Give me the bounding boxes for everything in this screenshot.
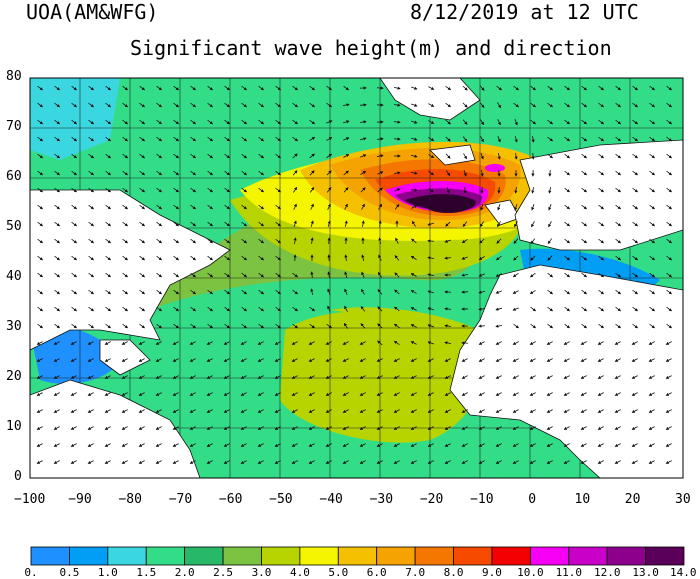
colorbar-swatch: [31, 547, 69, 565]
lat-tick-label: 60: [6, 169, 22, 184]
lon-tick-label: −90: [68, 492, 91, 507]
colorbar-label: 0.5: [60, 566, 80, 579]
colorbar-swatch: [69, 547, 107, 565]
lon-tick-label: −10: [470, 492, 493, 507]
lon-tick-label: −70: [169, 492, 192, 507]
colorbar-label: 12.0: [594, 566, 621, 579]
lon-tick-label: 20: [625, 492, 641, 507]
storm-core: [424, 195, 472, 213]
colorbar-swatch: [492, 547, 530, 565]
colorbar-swatch: [569, 547, 607, 565]
lon-tick-label: −60: [219, 492, 242, 507]
colorbar-label: 2.0: [175, 566, 195, 579]
wave-field: [30, 78, 683, 478]
colorbar-label: 4.0: [290, 566, 310, 579]
colorbar-swatch: [261, 547, 299, 565]
colorbar-label: 14.0: [670, 566, 697, 579]
colorbar-swatch: [223, 547, 261, 565]
colorbar-swatch: [108, 547, 146, 565]
lat-tick-label: 20: [6, 369, 22, 384]
colorbar-swatch: [146, 547, 184, 565]
colorbar-swatch: [530, 547, 568, 565]
colorbar-label: 3.0: [252, 566, 272, 579]
lat-tick-label: 30: [6, 319, 22, 334]
colorbar-swatch: [415, 547, 453, 565]
lon-tick-label: 0: [528, 492, 536, 507]
lon-tick-label: −30: [370, 492, 393, 507]
europe: [515, 140, 683, 250]
colorbar-label: 5.0: [328, 566, 348, 579]
colorbar-swatch: [454, 547, 492, 565]
colorbar-label: 10.0: [517, 566, 544, 579]
colorbar-label: 2.5: [213, 566, 233, 579]
colorbar-label: 11.0: [556, 566, 583, 579]
lon-tick-label: −100: [14, 492, 45, 507]
secondary-max: [485, 164, 505, 172]
lat-tick-label: 0: [14, 469, 22, 484]
colorbar-swatch: [338, 547, 376, 565]
colorbar-label: 7.0: [405, 566, 425, 579]
colorbar-swatch: [185, 547, 223, 565]
colorbar: [31, 547, 684, 565]
colorbar-label: 1.5: [136, 566, 156, 579]
colorbar-swatch: [377, 547, 415, 565]
colorbar-label: 1.0: [98, 566, 118, 579]
colorbar-swatch: [300, 547, 338, 565]
colorbar-swatch: [607, 547, 645, 565]
lon-tick-label: 30: [675, 492, 691, 507]
colorbar-label: 13.0: [632, 566, 659, 579]
lat-tick-label: 40: [6, 269, 22, 284]
direction-arrow: [479, 326, 485, 327]
lon-tick-label: −20: [420, 492, 443, 507]
lat-tick-label: 70: [6, 119, 22, 134]
lat-tick-label: 10: [6, 419, 22, 434]
colorbar-label: 6.0: [367, 566, 387, 579]
lon-tick-label: −40: [319, 492, 342, 507]
colorbar-label: 9.0: [482, 566, 502, 579]
lon-tick-label: −80: [118, 492, 141, 507]
colorbar-swatch: [646, 547, 684, 565]
direction-arrow: [465, 187, 466, 193]
lon-tick-label: −50: [269, 492, 292, 507]
lat-tick-label: 50: [6, 219, 22, 234]
lon-tick-label: 10: [575, 492, 591, 507]
lat-tick-label: 80: [6, 69, 22, 84]
colorbar-label: 0.: [24, 566, 37, 579]
colorbar-label: 8.0: [444, 566, 464, 579]
